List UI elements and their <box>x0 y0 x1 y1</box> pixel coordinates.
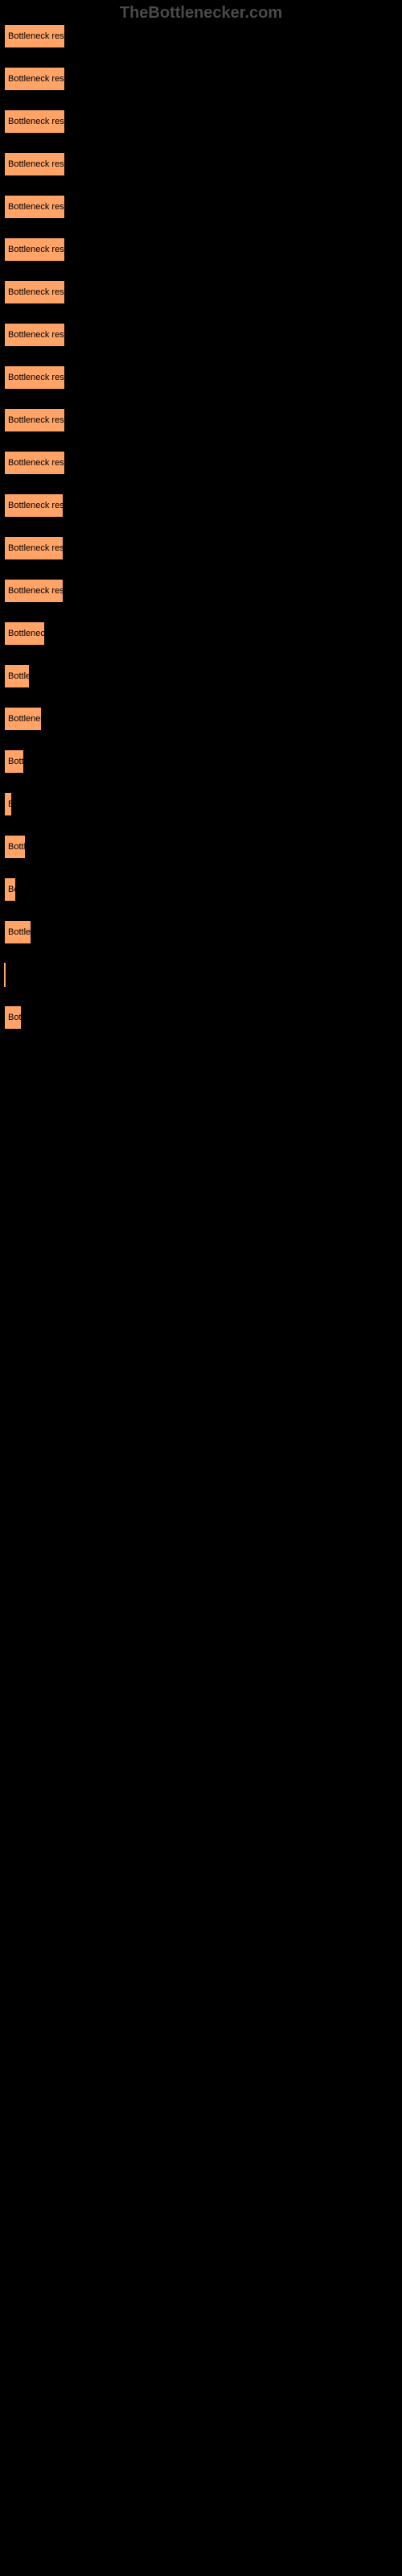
chart-bar: Bottler <box>4 664 30 688</box>
chart-bar <box>4 963 6 987</box>
bar-label: Bo <box>8 885 16 894</box>
chart-bar: Botti <box>4 749 24 774</box>
bar-label: Bottlenec <box>8 714 42 724</box>
bar-label: Bottleneck result <box>8 415 65 425</box>
chart-bar: Bottleneck result <box>4 195 65 219</box>
bar-label: Bottleneck resu <box>8 586 64 596</box>
bar-row: Bottleneck resu <box>4 536 398 560</box>
chart-bar: Bottleneck resu <box>4 579 64 603</box>
bar-label: Bottl <box>8 842 26 852</box>
chart-bar: Bottleneck result <box>4 365 65 390</box>
bar-row: Bottler <box>4 664 398 688</box>
bar-row: Bottleneck resu <box>4 493 398 518</box>
bar-label: Bottler <box>8 671 30 681</box>
bar-label: Bottleneck result <box>8 458 65 468</box>
chart-bar: Bottl <box>4 835 26 859</box>
chart-bar: Bottleneck result <box>4 408 65 432</box>
bar-label: Bottlen <box>8 927 31 937</box>
chart-bar: Bottleneck result <box>4 323 65 347</box>
bar-row: Bottleneck result <box>4 152 398 176</box>
bar-row: Bottlenec <box>4 707 398 731</box>
bar-label: Botti <box>8 757 24 766</box>
bar-row: Bo <box>4 877 398 902</box>
bar-row: Bottleneck result <box>4 237 398 262</box>
chart-bar: B <box>4 792 12 816</box>
chart-bar: Bottleneck resu <box>4 493 64 518</box>
bar-label: Bottleneck result <box>8 117 65 126</box>
chart-bar: Bottleneck result <box>4 237 65 262</box>
bar-row: Bottleneck result <box>4 280 398 304</box>
chart-bar: Bottleneck result <box>4 280 65 304</box>
bar-label: Bottleneck result <box>8 330 65 340</box>
bar-label: Bottleneck result <box>8 159 65 169</box>
bar-label: Bottleneck resu <box>8 543 64 553</box>
bar-label: Bottleneck <box>8 629 45 638</box>
chart-bar: Bottleneck result <box>4 451 65 475</box>
chart-bar: Bottlen <box>4 920 31 944</box>
bar-row: Bottl <box>4 835 398 859</box>
bar-label: Bottleneck result <box>8 373 65 382</box>
bar-row: Bottleneck result <box>4 195 398 219</box>
bar-row: B <box>4 792 398 816</box>
bar-chart: Bottleneck result Bottleneck result Bottle… <box>0 0 402 1052</box>
bar-label: Bottleneck result <box>8 74 65 84</box>
bar-label: Bottleneck result <box>8 245 65 254</box>
bar-row: Bottleneck result <box>4 365 398 390</box>
bar-row: Bottleneck result <box>4 323 398 347</box>
bar-row: Bottleneck result <box>4 451 398 475</box>
chart-bar: Bottleneck <box>4 621 45 646</box>
chart-bar: Bottleneck result <box>4 109 65 134</box>
bar-row: Bottleneck resu <box>4 579 398 603</box>
bar-row: Bott <box>4 1005 398 1030</box>
bar-row: Bottleneck result <box>4 67 398 91</box>
bar-label: B <box>8 799 12 809</box>
chart-bar: Bott <box>4 1005 22 1030</box>
bar-label: Bottleneck resu <box>8 501 64 510</box>
chart-bar: Bottleneck result <box>4 67 65 91</box>
bar-label: Bottleneck result <box>8 202 65 212</box>
bar-row: Bottlen <box>4 920 398 944</box>
bar-row: Bottleneck result <box>4 109 398 134</box>
bar-label: Bottleneck result <box>8 287 65 297</box>
bar-label: Bott <box>8 1013 22 1022</box>
bar-label: Bottleneck result <box>8 31 65 41</box>
chart-bar: Bottleneck result <box>4 152 65 176</box>
bar-row: Bottleneck <box>4 621 398 646</box>
chart-bar: Bottleneck resu <box>4 536 64 560</box>
bar-row: Botti <box>4 749 398 774</box>
chart-bar: Bottlenec <box>4 707 42 731</box>
chart-bar: Bo <box>4 877 16 902</box>
bar-row <box>4 963 398 987</box>
chart-bar: Bottleneck result <box>4 24 65 48</box>
bar-row: Bottleneck result <box>4 408 398 432</box>
bar-row: Bottleneck result <box>4 24 398 48</box>
